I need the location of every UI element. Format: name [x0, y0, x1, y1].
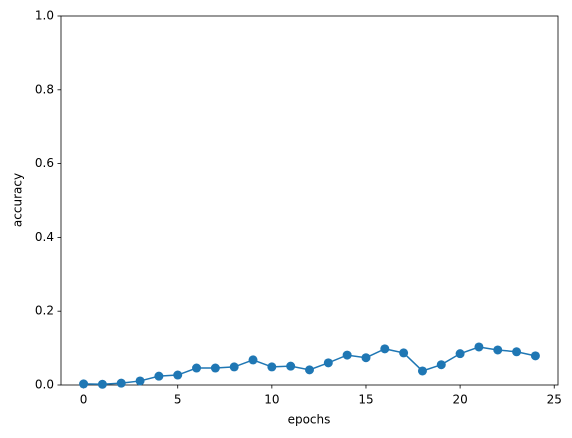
x-tick-label: 25	[547, 393, 562, 407]
marker	[361, 353, 371, 363]
x-tick-label: 0	[80, 393, 88, 407]
marker	[474, 342, 484, 352]
y-tick-label: 0.6	[35, 156, 54, 170]
marker	[530, 351, 540, 361]
marker	[192, 363, 202, 373]
marker	[229, 362, 239, 372]
y-axis-label: accuracy	[11, 173, 25, 227]
marker	[116, 378, 126, 388]
x-axis-label: epochs	[288, 413, 331, 427]
marker	[154, 371, 164, 381]
marker	[79, 379, 89, 389]
marker	[97, 379, 107, 389]
marker	[493, 345, 503, 355]
x-tick-label: 20	[452, 393, 467, 407]
marker	[455, 349, 465, 359]
y-tick-label: 0.4	[35, 230, 54, 244]
marker	[305, 365, 314, 375]
marker	[399, 348, 409, 358]
x-tick-label: 15	[358, 393, 373, 407]
marker	[248, 355, 258, 365]
marker	[380, 344, 390, 354]
marker	[173, 370, 183, 380]
plot-frame	[60, 15, 559, 386]
x-tick-label: 10	[264, 393, 279, 407]
y-tick-label: 0.8	[35, 82, 54, 96]
marker	[286, 361, 296, 371]
marker	[323, 358, 333, 368]
marker	[436, 360, 446, 370]
marker	[512, 347, 522, 357]
y-tick-label: 1.0	[35, 9, 54, 23]
marker	[135, 376, 145, 386]
marker	[267, 362, 277, 372]
x-tick-label: 5	[174, 393, 182, 407]
marker	[210, 363, 220, 373]
y-tick-label: 0.0	[35, 378, 54, 392]
marker	[417, 366, 427, 376]
marker	[342, 350, 352, 360]
y-tick-label: 0.2	[35, 304, 54, 318]
